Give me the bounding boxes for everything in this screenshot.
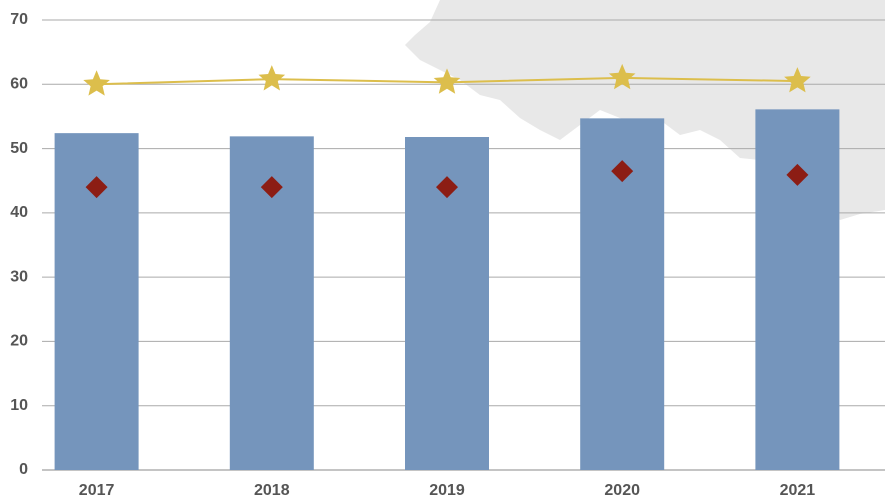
diamond-marker xyxy=(436,176,458,199)
x-tick-label: 2020 xyxy=(604,482,640,499)
x-tick-label: 2021 xyxy=(780,482,816,499)
x-tick-label: 2017 xyxy=(79,482,115,499)
background-map xyxy=(405,0,885,220)
bar xyxy=(755,109,840,470)
diamond-marker xyxy=(85,176,108,199)
y-tick-label: 60 xyxy=(10,76,28,93)
star-marker xyxy=(784,67,811,93)
star-marker xyxy=(433,68,461,94)
y-tick-label: 10 xyxy=(10,397,28,414)
y-tick-label: 20 xyxy=(10,333,28,350)
x-tick-label: 2019 xyxy=(429,482,465,499)
y-tick-label: 0 xyxy=(19,461,28,478)
x-tick-label: 2018 xyxy=(254,482,290,499)
star-marker xyxy=(608,63,636,90)
diamond-marker xyxy=(260,176,283,199)
y-tick-label: 50 xyxy=(10,140,28,157)
y-tick-label: 70 xyxy=(10,11,28,28)
y-tick-label: 40 xyxy=(10,204,28,221)
star-marker xyxy=(83,70,110,96)
diamond-marker xyxy=(611,160,634,183)
y-tick-label: 30 xyxy=(10,268,28,285)
diamond-marker xyxy=(786,163,809,186)
star-marker xyxy=(258,65,286,91)
